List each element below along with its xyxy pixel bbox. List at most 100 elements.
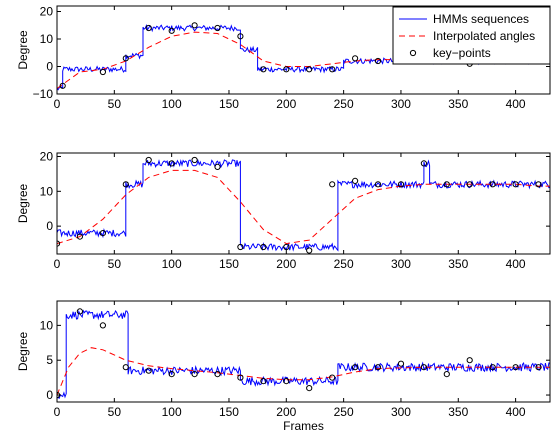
key-point-marker	[535, 181, 542, 188]
key-point-marker	[237, 374, 244, 381]
x-tick-label: 250	[334, 97, 354, 111]
key-point-marker	[59, 82, 66, 89]
x-tick-label: 350	[448, 97, 468, 111]
key-point-marker	[374, 364, 382, 371]
x-tick-label: 100	[162, 97, 182, 111]
key-point-marker	[397, 181, 405, 188]
key-point-marker	[191, 22, 198, 29]
legend-swatch-keypoints	[409, 49, 417, 57]
plot-area	[57, 156, 550, 254]
subplot-3: 0 50 100 150 200 250 300 350 400 0 5 10 Degree Frames	[16, 300, 551, 433]
x-tick-label: 200	[276, 97, 296, 111]
key-point-marker	[443, 371, 450, 378]
key-point-marker	[352, 364, 359, 371]
axes-frame	[56, 300, 551, 403]
legend-entry-label: key−points	[433, 46, 491, 60]
x-tick-label: 50	[108, 405, 122, 419]
key-point-marker	[145, 24, 152, 32]
y-axis-label: Degree	[16, 30, 30, 70]
key-point-marker	[168, 27, 175, 34]
x-tick-label: 100	[162, 405, 182, 419]
x-tick-label: 400	[506, 257, 526, 271]
series-hmms-sequences-line	[57, 158, 550, 252]
key-point-marker	[168, 371, 175, 378]
axes-frame	[56, 152, 551, 255]
x-tick-label: 250	[334, 405, 354, 419]
key-point-marker	[535, 364, 542, 371]
legend-entry-label: Interpolated angles	[433, 29, 535, 43]
legend: HMMs sequences Interpolated angles key−poi…	[392, 6, 551, 65]
key-point-marker	[283, 378, 290, 385]
y-axis-label: Degree	[16, 331, 30, 371]
x-tick-label: 250	[334, 257, 354, 271]
key-point-marker	[145, 367, 152, 374]
x-tick-label: 200	[276, 257, 296, 271]
key-point-marker	[306, 247, 313, 254]
key-point-marker	[489, 364, 496, 371]
y-tick-label: 0	[46, 388, 53, 402]
series-interpolated-angles-line	[57, 347, 550, 396]
key-point-marker	[512, 181, 519, 188]
x-axis-label: Frames	[283, 419, 324, 433]
key-point-marker	[214, 371, 221, 378]
key-point-marker	[443, 181, 450, 188]
x-tick-label: 400	[506, 405, 526, 419]
y-tick-label: 20	[40, 149, 54, 163]
subplot-2: 0 50 100 150 200 250 300 350 400 0 10 20 Degree	[16, 149, 551, 271]
key-point-marker	[191, 156, 198, 164]
x-tick-label: 0	[54, 405, 61, 419]
key-point-marker	[260, 378, 267, 385]
key-point-marker	[329, 66, 336, 73]
key-point-marker	[352, 177, 359, 184]
x-tick-label: 300	[391, 97, 411, 111]
plot-area	[57, 308, 550, 399]
key-point-marker	[260, 66, 267, 73]
subplot-1: 0 50 100 150 200 250 300 350 400−1001020DegreeHM…	[16, 5, 551, 111]
x-tick-label: 350	[448, 257, 468, 271]
key-point-marker	[99, 68, 107, 76]
x-tick-label: 0	[54, 257, 61, 271]
key-point-marker	[122, 55, 129, 62]
y-tick-label: 10	[40, 184, 54, 198]
key-point-marker	[99, 230, 107, 237]
x-tick-label: 150	[219, 97, 239, 111]
key-point-marker	[283, 66, 290, 73]
key-point-marker	[214, 24, 221, 32]
key-point-marker	[374, 181, 382, 188]
x-tick-label: 200	[276, 405, 296, 419]
key-point-marker	[168, 160, 175, 167]
key-point-marker	[489, 181, 496, 188]
x-tick-label: 400	[506, 97, 526, 111]
y-tick-label: 10	[40, 318, 54, 332]
x-tick-label: 150	[219, 405, 239, 419]
key-point-marker	[466, 357, 473, 364]
y-tick-label: 0	[46, 60, 53, 74]
key-point-marker	[512, 364, 519, 371]
key-point-marker	[306, 385, 313, 392]
key-point-marker	[122, 181, 129, 188]
key-point-marker	[145, 156, 152, 164]
x-tick-label: 100	[162, 257, 182, 271]
key-point-marker	[191, 371, 198, 378]
key-point-marker	[397, 360, 405, 367]
key-point-marker	[237, 243, 244, 251]
x-tick-label: 300	[391, 257, 411, 271]
key-point-marker	[420, 364, 427, 371]
key-point-marker	[76, 308, 84, 315]
x-tick-label: 50	[108, 97, 122, 111]
key-point-marker	[237, 33, 244, 40]
y-tick-label: 0	[46, 219, 53, 233]
key-point-marker	[352, 55, 359, 62]
key-point-marker	[214, 163, 221, 170]
key-point-marker	[420, 160, 427, 167]
x-tick-label: 50	[108, 257, 122, 271]
series-interpolated-angles-line	[57, 169, 550, 245]
y-tick-label: 5	[46, 353, 53, 367]
key-point-marker	[283, 243, 290, 251]
legend-entry-label: HMMs sequences	[433, 12, 529, 26]
key-point-marker	[466, 181, 473, 188]
key-point-marker	[260, 243, 267, 251]
x-tick-label: 350	[448, 405, 468, 419]
x-tick-label: 300	[391, 405, 411, 419]
